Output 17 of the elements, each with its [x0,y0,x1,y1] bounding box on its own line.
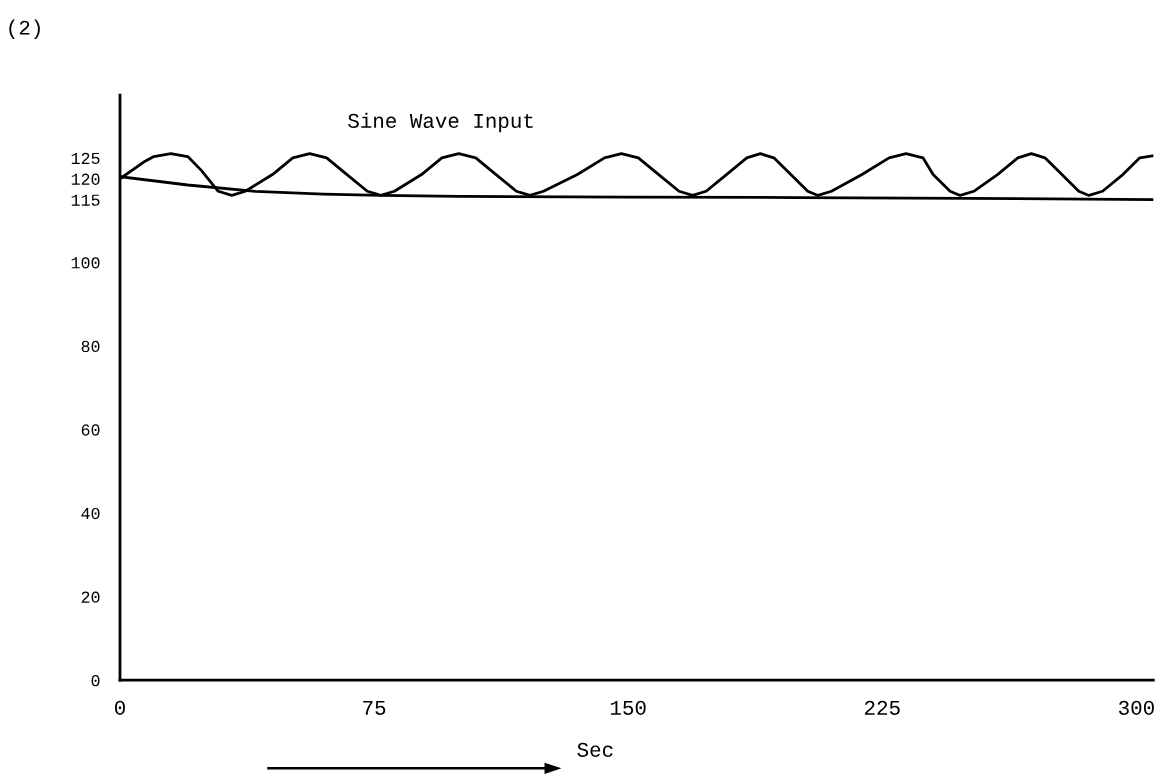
text: (2) [9,19,40,39]
y-tick-label: 60 [81,424,100,436]
x-axis-title: Sec [577,742,613,757]
y-tick-label: 120 [71,173,100,185]
y-tick-label: 115 [71,194,100,206]
y-tick-label: 40 [81,507,100,520]
y-tick-label: 80 [81,340,100,353]
x-tick-label: 225 [865,700,900,715]
y-tick-label: 100 [71,257,100,269]
x-tick-label: 300 [1118,700,1154,715]
x-tick-label: 150 [610,700,646,715]
x-tick-label: 0 [115,700,125,715]
y-tick-label: 0 [91,675,100,687]
y-tick-label: 125 [71,152,100,165]
text: Sine Wave Input [348,112,533,133]
y-tick-label: 20 [81,591,100,603]
x-tick-label: 75 [363,700,386,715]
